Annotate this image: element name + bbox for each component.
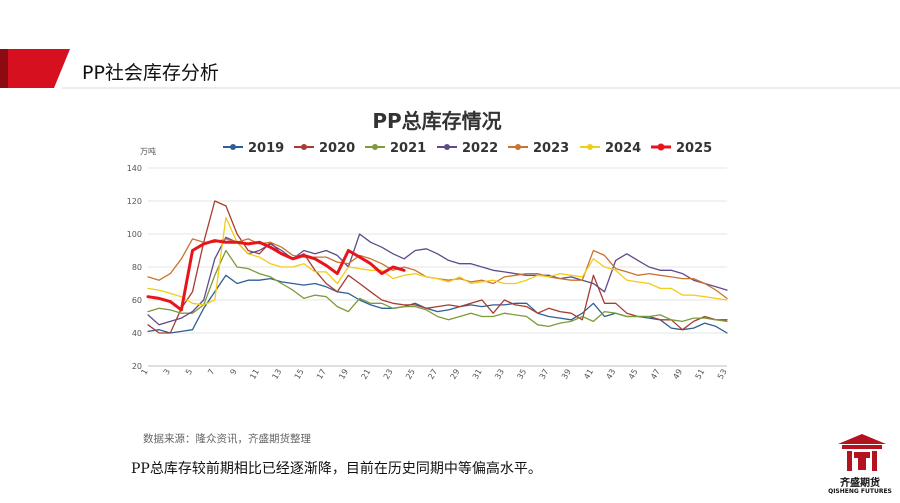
x-tick-label: 25 [404, 368, 417, 381]
series-line-2021 [147, 249, 728, 328]
legend-item-2022: 2022 [437, 141, 498, 156]
x-tick-label: 13 [270, 368, 283, 381]
x-tick-label: 49 [671, 368, 684, 381]
title-banner [0, 49, 900, 89]
y-tick-label: 100 [127, 230, 142, 239]
series-line-2023 [147, 238, 728, 300]
legend-label: 2019 [248, 141, 284, 156]
y-tick-label: 80 [132, 263, 142, 272]
x-tick-label: 33 [493, 368, 506, 381]
logo-text: 齐盛期货 [840, 478, 880, 489]
legend-item-2021: 2021 [365, 141, 426, 156]
x-tick-label: 27 [426, 368, 439, 381]
conclusion-text: PP总库存较前期相比已经逐渐降，目前在历史同期中等偏高水平。 [131, 461, 542, 477]
y-tick-label: 60 [132, 296, 142, 305]
chart-gridlines [148, 167, 727, 367]
chart-title: PP总库存情况 [372, 109, 501, 133]
x-tick-label: 29 [449, 368, 462, 381]
y-tick-label: 120 [127, 197, 142, 206]
legend-label: 2025 [676, 141, 712, 156]
x-tick-label: 21 [360, 368, 373, 381]
legend-label: 2023 [533, 141, 569, 156]
x-tick-label: 17 [315, 368, 328, 381]
x-tick-label: 1 [139, 368, 149, 377]
x-tick-label: 35 [515, 368, 528, 381]
x-tick-label: 11 [248, 368, 261, 381]
logo-subtext: QISHENG FUTURES [828, 488, 892, 495]
logo-beam [842, 445, 882, 449]
legend-marker [301, 144, 307, 150]
logo-pillar-right [872, 451, 877, 471]
legend-marker [515, 144, 521, 150]
series-line-2025 [146, 239, 406, 312]
x-tick-label: 51 [694, 368, 707, 381]
y-tick-label: 40 [132, 329, 142, 338]
legend-item-2024: 2024 [580, 141, 641, 156]
x-tick-label: 15 [293, 368, 306, 381]
x-tick-label: 23 [382, 368, 395, 381]
y-tick-label: 20 [132, 362, 142, 371]
chart-series [146, 200, 728, 334]
logo-roof [838, 434, 886, 444]
banner-dark-strip [0, 49, 8, 88]
x-tick-label: 19 [337, 368, 350, 381]
legend-marker [657, 143, 665, 151]
x-tick-label: 5 [184, 368, 194, 377]
x-tick-label: 43 [604, 368, 617, 381]
x-tick-label: 9 [228, 368, 238, 377]
x-axis-ticks: 1 3 5 7 9 11 13 15 17 19 21 23 25 27 29 31 33 35 37 39 41 43 4… [139, 368, 728, 381]
legend-label: 2020 [319, 141, 355, 156]
legend-label: 2022 [462, 141, 498, 156]
logo-pillar-left [847, 451, 852, 471]
logo-center [854, 452, 870, 470]
series-line-2020 [147, 200, 728, 334]
source-note: 数据来源：隆众资讯，齐盛期货整理 [143, 433, 311, 445]
banner-red-block [0, 49, 70, 88]
x-tick-label: 3 [162, 368, 172, 377]
series-line-2024 [147, 216, 728, 306]
x-tick-label: 53 [716, 368, 729, 381]
series-line-2019 [147, 274, 728, 334]
x-tick-label: 7 [206, 368, 216, 377]
x-tick-label: 45 [627, 368, 640, 381]
legend-marker [444, 144, 450, 150]
legend-item-2019: 2019 [223, 141, 284, 156]
legend-label: 2021 [390, 141, 426, 156]
legend-item-2025: 2025 [651, 141, 712, 156]
x-tick-label: 41 [582, 368, 595, 381]
x-tick-label: 47 [649, 368, 662, 381]
y-axis-unit-label: 万吨 [140, 146, 156, 156]
legend-item-2023: 2023 [508, 141, 569, 156]
y-axis-ticks: 20 40 60 80 100 120 140 [127, 164, 142, 371]
x-tick-label: 39 [560, 368, 573, 381]
legend-marker [372, 144, 378, 150]
x-tick-label: 31 [471, 368, 484, 381]
chart-legend: 2019 2020 2021 2022 2023 2024 2025 [223, 141, 712, 156]
legend-item-2020: 2020 [294, 141, 355, 156]
legend-label: 2024 [605, 141, 641, 156]
legend-marker [230, 144, 236, 150]
slide-title: PP社会库存分析 [82, 62, 219, 84]
x-tick-label: 37 [538, 368, 551, 381]
company-logo [838, 434, 886, 471]
y-tick-label: 140 [127, 164, 142, 173]
legend-marker [587, 144, 593, 150]
